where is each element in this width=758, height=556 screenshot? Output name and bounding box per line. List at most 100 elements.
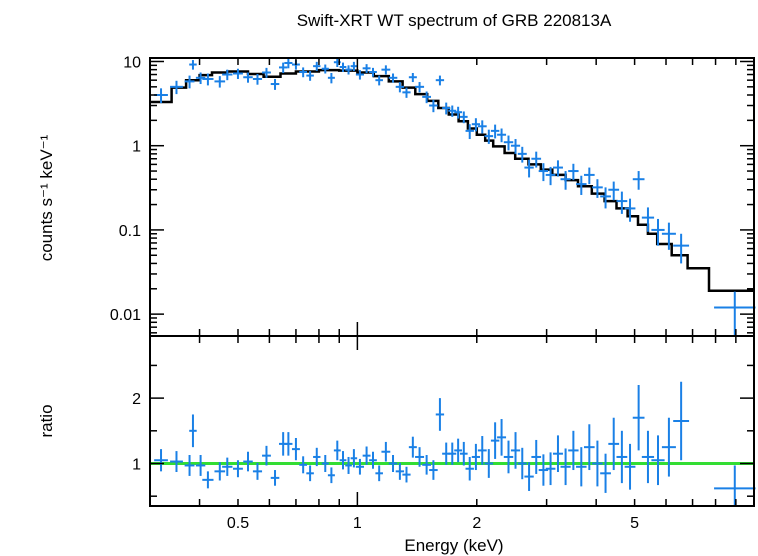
ratio-point-51 xyxy=(524,462,534,491)
ratio-point-3 xyxy=(189,414,197,448)
spectrum-y-tick-label-0: 10 xyxy=(123,54,141,71)
ratio-point-39 xyxy=(448,442,457,465)
ratio-point-8 xyxy=(233,460,243,478)
ratio-point-22 xyxy=(339,451,347,470)
ratio-point-63 xyxy=(616,430,628,484)
spectrum-point-36 xyxy=(429,99,438,113)
ratio-point-12 xyxy=(270,470,280,486)
ratio-point-44 xyxy=(477,436,487,465)
ratio-y-tick-label-1: 2 xyxy=(132,391,141,408)
spectrum-point-28 xyxy=(375,75,383,86)
spectrum-point-44 xyxy=(477,120,487,134)
spectrum-point-57 xyxy=(568,163,579,181)
ratio-point-0 xyxy=(154,449,168,472)
spectrum-point-40 xyxy=(454,106,463,119)
ratio-point-14 xyxy=(284,432,293,456)
spectrum-point-26 xyxy=(362,64,371,73)
spectrum-point-3 xyxy=(189,60,197,70)
spectrum-data-layer xyxy=(154,58,756,336)
spectrum-y-tick-label-2: 0.1 xyxy=(119,223,141,240)
spectrum-point-55 xyxy=(552,160,563,177)
ratio-panel: 12 ratio xyxy=(37,335,756,507)
spectrum-point-41 xyxy=(459,111,468,124)
ratio-point-31 xyxy=(395,462,405,480)
spectrum-point-20 xyxy=(327,72,335,84)
model-curve xyxy=(150,68,754,292)
spectrum-point-52 xyxy=(531,151,542,168)
spectrum-point-63 xyxy=(616,191,628,214)
ratio-point-25 xyxy=(355,458,364,475)
ratio-point-2 xyxy=(184,455,195,476)
ratio-point-70 xyxy=(714,465,756,506)
ratio-point-69 xyxy=(673,381,690,461)
ratio-point-55 xyxy=(552,435,563,472)
ratio-point-37 xyxy=(435,398,445,431)
ratio-point-40 xyxy=(454,438,463,463)
ratio-point-15 xyxy=(291,438,300,461)
ratio-point-6 xyxy=(214,462,226,481)
ratio-point-24 xyxy=(350,449,358,468)
spectrum-point-23 xyxy=(345,65,352,75)
ratio-point-58 xyxy=(576,447,587,487)
ratio-point-30 xyxy=(388,455,398,472)
ratio-point-65 xyxy=(632,385,645,451)
ratio-point-66 xyxy=(641,430,655,484)
spectrum-point-59 xyxy=(584,167,595,185)
ratio-point-59 xyxy=(584,424,595,471)
spectrum-point-6 xyxy=(214,76,226,88)
spectrum-point-37 xyxy=(435,75,445,86)
spectrum-frame xyxy=(149,57,755,337)
spectrum-point-47 xyxy=(497,128,507,143)
spectrum-point-5 xyxy=(202,73,214,86)
ratio-point-17 xyxy=(306,465,314,482)
ratio-point-50 xyxy=(517,447,527,480)
ratio-point-28 xyxy=(375,465,383,482)
spectrum-point-1 xyxy=(170,80,183,95)
spectrum-point-27 xyxy=(369,67,377,77)
ratio-point-46 xyxy=(490,422,500,459)
ratio-data-layer xyxy=(154,381,756,506)
ratio-point-62 xyxy=(608,417,620,471)
spectrum-point-29 xyxy=(381,65,391,75)
spectrum-point-49 xyxy=(510,139,521,154)
spectrum-point-46 xyxy=(490,124,500,139)
spectrum-point-18 xyxy=(313,61,321,72)
spectrum-point-60 xyxy=(592,179,603,198)
spectrum-point-12 xyxy=(270,78,280,90)
ratio-y-axis-title: ratio xyxy=(37,404,56,437)
ratio-point-18 xyxy=(313,447,321,467)
spectrum-point-31 xyxy=(395,82,405,93)
ratio-point-52 xyxy=(531,439,542,474)
spectrum-point-69 xyxy=(673,233,690,264)
ratio-point-56 xyxy=(560,448,571,486)
spectrum-point-38 xyxy=(442,102,451,115)
spectrum-y-axis-title: counts s⁻¹ keV⁻¹ xyxy=(37,134,56,261)
spectrum-point-43 xyxy=(471,118,480,132)
spectrum-point-53 xyxy=(538,163,549,182)
ratio-point-10 xyxy=(252,462,263,480)
spectrum-point-35 xyxy=(422,91,432,104)
ratio-point-60 xyxy=(592,440,603,487)
ratio-point-11 xyxy=(262,445,271,466)
spectrum-point-68 xyxy=(661,222,676,250)
spectrum-point-16 xyxy=(299,67,308,78)
spectrum-point-11 xyxy=(262,67,271,78)
ratio-point-53 xyxy=(538,454,549,486)
spectrum-point-67 xyxy=(651,218,665,246)
spectrum-y-tick-label-3: 0.01 xyxy=(110,307,141,324)
spectrum-point-64 xyxy=(624,198,636,222)
ratio-y-ticks: 12 xyxy=(132,364,754,497)
chart-title: Swift-XRT WT spectrum of GRB 220813A xyxy=(297,11,612,30)
spectrum-point-17 xyxy=(306,71,314,81)
ratio-y-tick-label-0: 1 xyxy=(132,457,141,474)
spectrum-point-32 xyxy=(402,87,411,98)
ratio-point-43 xyxy=(471,443,480,471)
ratio-point-68 xyxy=(661,417,676,477)
spectrum-point-39 xyxy=(448,105,457,117)
spectrum-point-25 xyxy=(355,70,364,80)
spectrum-panel: 10 1 0.1 0.01 counts s⁻¹ keV⁻¹ xyxy=(37,54,756,337)
spectrum-point-45 xyxy=(484,129,494,144)
ratio-point-36 xyxy=(429,460,438,480)
ratio-point-54 xyxy=(545,452,556,486)
